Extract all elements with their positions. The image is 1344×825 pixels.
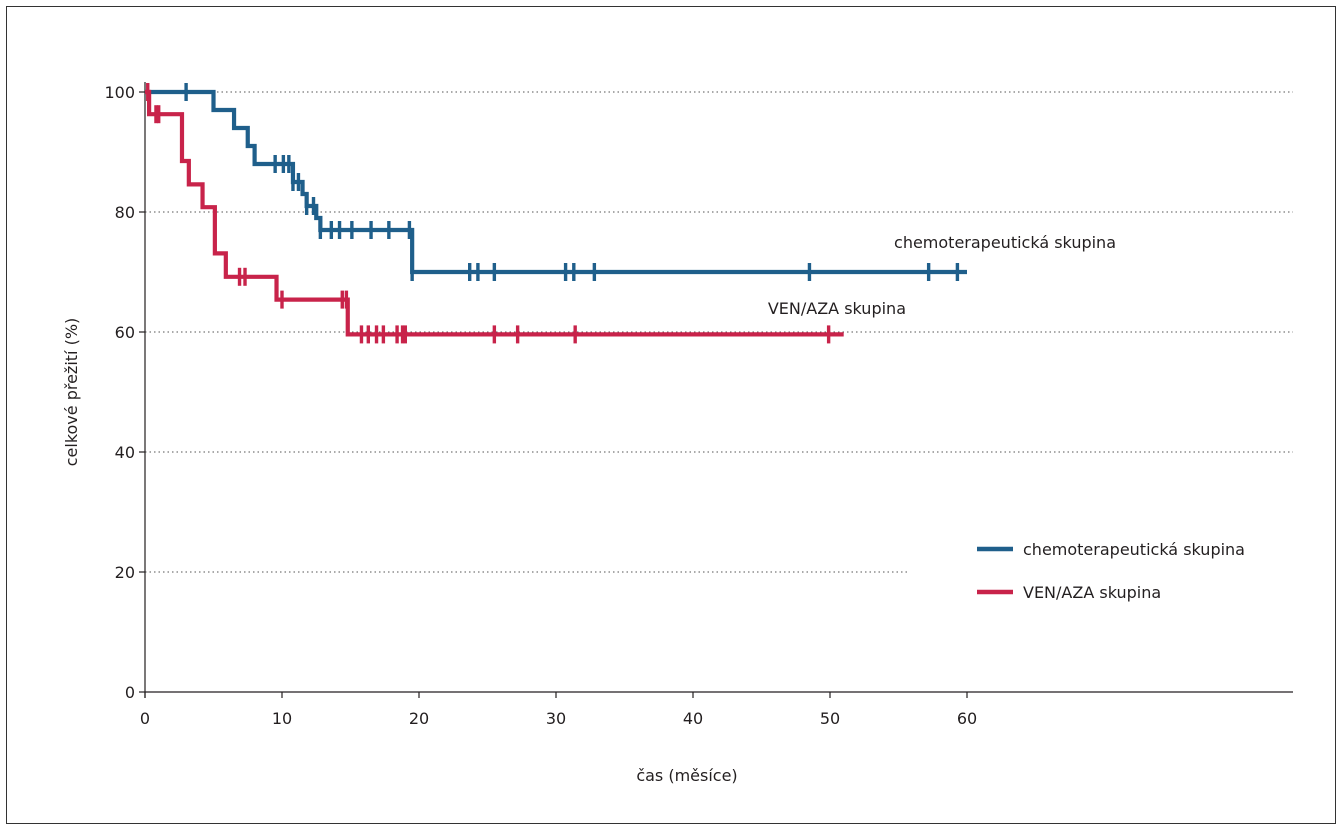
axes: 0 20 40 60 80 100 0 10 20 30 40 50 60 (104, 82, 1293, 728)
x-tick-label-10: 10 (272, 709, 292, 728)
legend-label-venaza: VEN/AZA skupina (1023, 583, 1161, 602)
survival-curve (145, 89, 967, 275)
x-tick-label-50: 50 (820, 709, 840, 728)
series-venaza (145, 83, 844, 344)
survival-curve (145, 89, 844, 337)
y-tick-label-20: 20 (115, 563, 135, 582)
y-tick-label-80: 80 (115, 203, 135, 222)
grid (145, 91, 1293, 573)
x-tick-label-40: 40 (683, 709, 703, 728)
legend: chemoterapeutická skupina VEN/AZA skupin… (977, 540, 1245, 602)
x-tick-label-30: 30 (546, 709, 566, 728)
y-axis-label: celkové přežití (%) (62, 318, 81, 467)
y-tick-label-0: 0 (125, 683, 135, 702)
y-tick-label-100: 100 (104, 83, 135, 102)
curve-label-chemo: chemoterapeutická skupina (894, 233, 1116, 252)
legend-label-chemo: chemoterapeutická skupina (1023, 540, 1245, 559)
x-tick-label-60: 60 (957, 709, 977, 728)
x-tick-label-0: 0 (140, 709, 150, 728)
chart-frame (6, 6, 1336, 824)
series-chemo (145, 83, 967, 281)
series-layer (145, 83, 967, 344)
y-tick-label-40: 40 (115, 443, 135, 462)
y-tick-label-60: 60 (115, 323, 135, 342)
x-axis-label: čas (měsíce) (636, 766, 737, 785)
curve-label-venaza: VEN/AZA skupina (768, 299, 906, 318)
x-tick-label-20: 20 (409, 709, 429, 728)
